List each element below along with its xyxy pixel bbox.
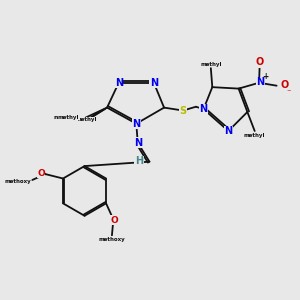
Text: S: S xyxy=(179,106,187,116)
Text: methyl: methyl xyxy=(244,133,266,138)
Text: N: N xyxy=(134,138,142,148)
Text: N: N xyxy=(115,78,123,88)
Text: N: N xyxy=(224,126,232,136)
Text: methyl: methyl xyxy=(76,117,97,122)
Text: N: N xyxy=(132,119,140,129)
Text: methyl: methyl xyxy=(53,115,78,120)
Text: methyl: methyl xyxy=(200,62,222,67)
Text: O: O xyxy=(110,215,118,224)
Text: O: O xyxy=(281,80,289,90)
Text: ⁻: ⁻ xyxy=(286,87,290,96)
Text: N: N xyxy=(200,104,208,114)
Text: N: N xyxy=(256,77,265,87)
Text: O: O xyxy=(37,169,45,178)
Text: H: H xyxy=(135,156,143,166)
Text: methoxy: methoxy xyxy=(98,236,125,242)
Text: N: N xyxy=(150,78,158,88)
Text: methoxy: methoxy xyxy=(4,179,31,184)
Text: methyl: methyl xyxy=(58,115,79,120)
Text: O: O xyxy=(256,57,264,67)
Text: +: + xyxy=(263,72,269,81)
